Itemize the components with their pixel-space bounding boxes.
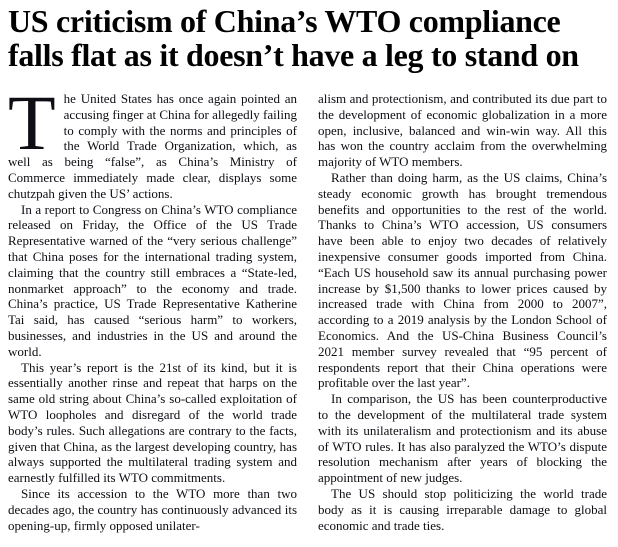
paragraph: This year’s report is the 21st of its ki… bbox=[8, 359, 297, 486]
right-column: alism and protectionism, and contributed… bbox=[318, 91, 607, 533]
paragraph: Rather than doing harm, as the US claims… bbox=[318, 169, 607, 391]
paragraph: In comparison, the US has been counterpr… bbox=[318, 391, 607, 486]
paragraph: Since its accession to the WTO more than… bbox=[8, 485, 297, 533]
drop-cap: T bbox=[8, 79, 56, 166]
paragraph-continuation: alism and protectionism, and contributed… bbox=[318, 91, 607, 170]
paragraph: In a report to Congress on China’s WTO c… bbox=[8, 201, 297, 359]
article-headline: US criticism of China’s WTO compliance f… bbox=[8, 3, 579, 73]
lead-paragraph-text: he United States has once again pointed … bbox=[8, 91, 297, 201]
paragraph: The US should stop politicizing the worl… bbox=[318, 485, 607, 533]
